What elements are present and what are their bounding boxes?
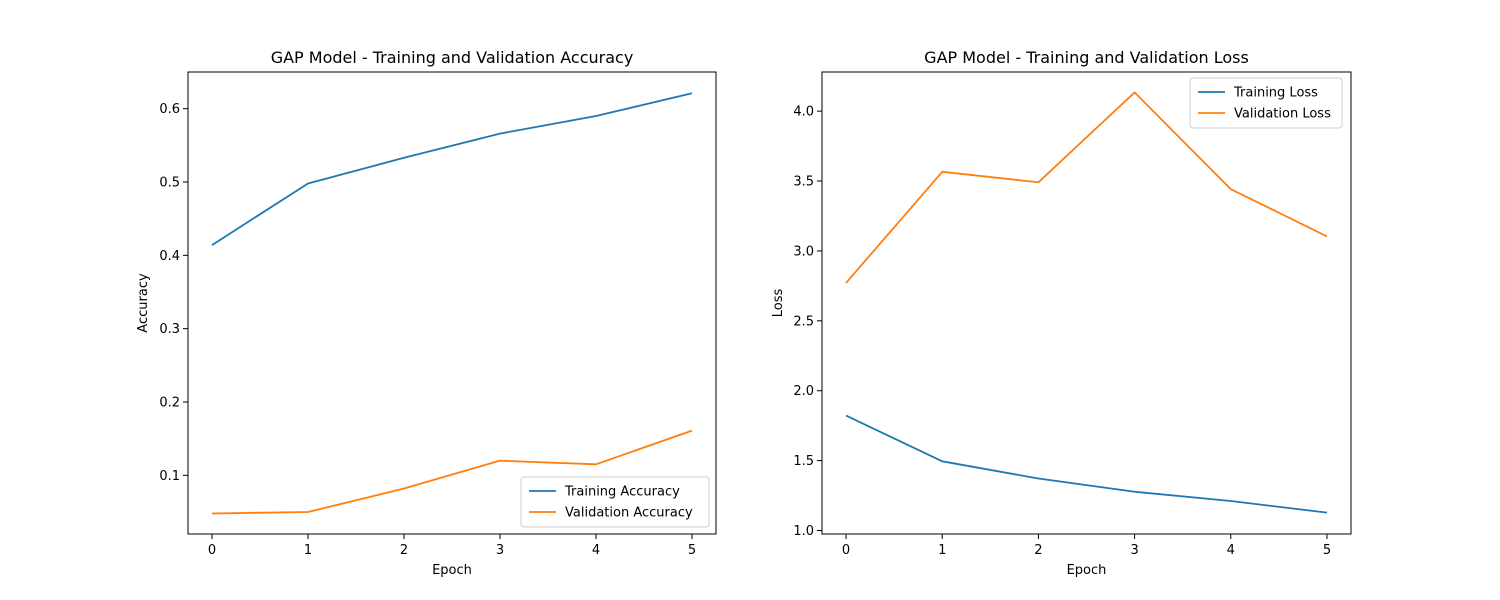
x-axis-label: Epoch: [1067, 563, 1107, 578]
legend-label: Training Accuracy: [564, 485, 680, 500]
y-tick-label: 0.4: [159, 249, 180, 264]
x-tick-label: 3: [1130, 543, 1138, 558]
y-axis-label: Loss: [771, 289, 786, 318]
x-tick-label: 5: [1323, 543, 1331, 558]
y-tick-label: 1.5: [793, 454, 814, 469]
y-tick-label: 0.2: [159, 396, 180, 411]
y-axis-label: Accuracy: [136, 273, 151, 333]
series-line-training-accuracy: [211, 92, 693, 246]
series-line-training-loss: [845, 414, 1328, 514]
y-tick-label: 0.3: [159, 322, 180, 337]
y-tick-label: 0.6: [159, 102, 180, 117]
y-tick-label: 4.0: [793, 105, 814, 120]
y-tick-label: 3.5: [793, 175, 814, 190]
x-tick-label: 5: [688, 543, 696, 558]
y-tick-label: 3.0: [793, 244, 814, 259]
x-tick-label: 2: [400, 543, 408, 558]
x-tick-label: 2: [1034, 543, 1042, 558]
y-tick-label: 2.0: [793, 384, 814, 399]
chart-title: GAP Model - Training and Validation Accu…: [271, 48, 634, 67]
chart-title: GAP Model - Training and Validation Loss: [924, 48, 1249, 67]
x-tick-label: 1: [938, 543, 946, 558]
y-tick-label: 0.5: [159, 176, 180, 191]
legend: Training Accuracy Validation Accuracy: [520, 476, 710, 528]
axes-frame: [821, 71, 1352, 535]
legend-label: Training Loss: [1233, 86, 1318, 101]
x-tick-label: 0: [208, 543, 216, 558]
loss-chart: GAP Model - Training and Validation Loss…: [771, 48, 1352, 578]
x-tick-label: 4: [592, 543, 600, 558]
x-tick-label: 0: [842, 543, 850, 558]
legend-box: [520, 476, 710, 528]
legend-box: [1189, 77, 1343, 129]
x-tick-label: 4: [1227, 543, 1235, 558]
x-tick-label: 1: [304, 543, 312, 558]
axes-frame: [187, 71, 717, 535]
y-tick-label: 1.0: [793, 524, 814, 539]
x-tick-label: 3: [496, 543, 504, 558]
y-tick-label: 2.5: [793, 314, 814, 329]
y-tick-label: 0.1: [159, 469, 180, 484]
legend: Training Loss Validation Loss: [1189, 77, 1343, 129]
legend-label: Validation Accuracy: [565, 506, 693, 521]
series-line-validation-loss: [845, 91, 1328, 284]
legend-label: Validation Loss: [1234, 107, 1331, 122]
accuracy-chart: GAP Model - Training and Validation Accu…: [136, 48, 717, 578]
series-line-validation-accuracy: [211, 429, 693, 515]
x-axis-label: Epoch: [432, 563, 472, 578]
